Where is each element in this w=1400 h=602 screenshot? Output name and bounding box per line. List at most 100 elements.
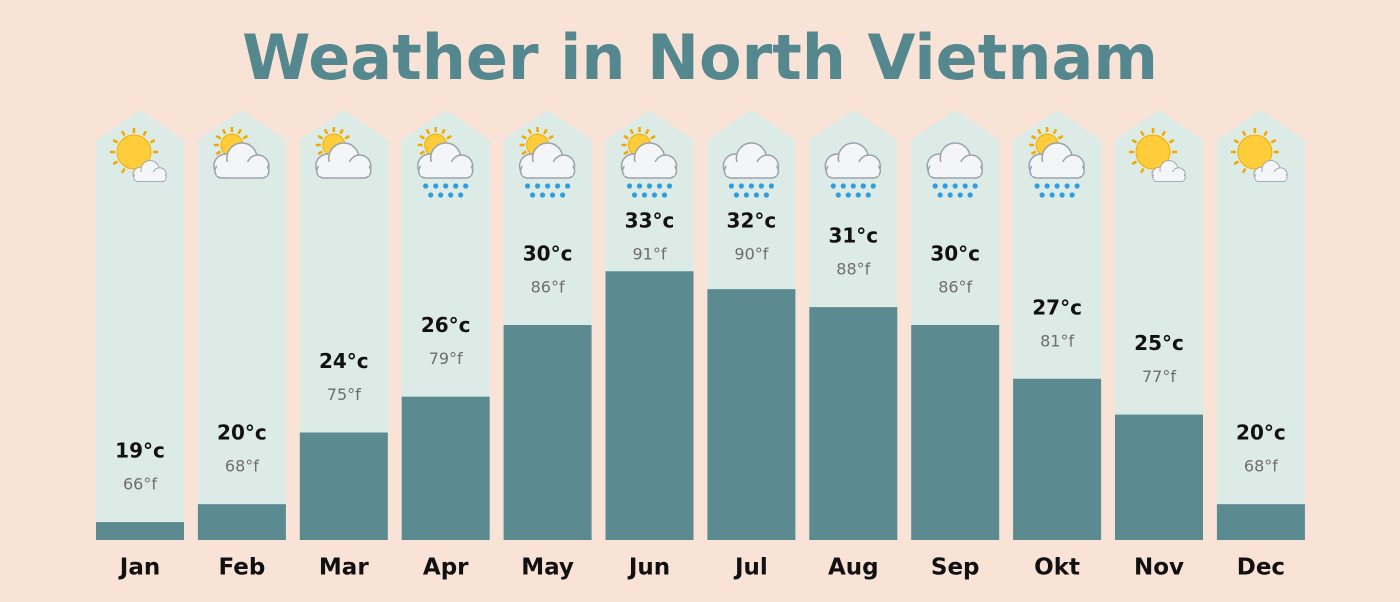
rain-drop [738, 183, 745, 189]
weather-icon [722, 142, 780, 198]
sun-ray [543, 128, 548, 135]
rain-drop [565, 183, 571, 189]
rain-drop [830, 183, 836, 189]
rain-drop [967, 192, 973, 198]
x-tick-label: Okt [1034, 555, 1080, 581]
rain-drop [1034, 183, 1040, 189]
rain-drop [947, 192, 953, 198]
sun-ray [221, 128, 227, 135]
x-tick-label: Jan [118, 555, 160, 581]
x-tick-label: Feb [218, 555, 265, 581]
rain-drop [957, 192, 963, 198]
rain-drop [550, 192, 556, 198]
sun-ray [548, 134, 554, 140]
x-tick-label: Sep [931, 555, 980, 581]
sun-ray [317, 150, 324, 156]
cloud [416, 142, 474, 179]
rain-drop [1059, 192, 1065, 198]
sun-ray [215, 134, 222, 140]
rain-drop [626, 183, 633, 189]
rain-drop [733, 192, 740, 198]
bar [299, 432, 388, 540]
rain-drop [860, 183, 866, 189]
rain-drop [428, 192, 434, 198]
cloud-cover [522, 162, 573, 176]
sun-ray [1139, 130, 1145, 137]
rain-drop [932, 183, 938, 189]
value-label: 27°c [1032, 295, 1082, 319]
fahrenheit-label: 68°f [1244, 457, 1278, 476]
cloud-cover [216, 162, 267, 176]
cloud [722, 142, 780, 179]
sun-ray [1131, 138, 1138, 144]
fahrenheit-label: 91°f [633, 245, 667, 264]
rain-drop [631, 192, 638, 198]
rain-drop [423, 183, 429, 189]
sun [116, 134, 152, 170]
rain-drop [768, 183, 775, 189]
sun [1237, 134, 1273, 170]
rain-drop [463, 183, 469, 189]
cloud [315, 142, 372, 179]
rain-drop [952, 183, 958, 189]
rain-drop [743, 192, 750, 198]
sun-ray [120, 167, 126, 174]
bar [197, 504, 286, 540]
cloud-cover [726, 162, 777, 176]
fahrenheit-label: 77°f [1142, 367, 1176, 386]
bar [401, 396, 490, 540]
weather-icon [416, 127, 474, 198]
sun-ray [1161, 130, 1167, 137]
x-tick-label: Mar [319, 555, 369, 581]
rain-drop [555, 183, 561, 189]
cloud [1028, 142, 1085, 179]
cloud [1151, 160, 1186, 183]
value-label: 30°c [930, 242, 980, 266]
x-tick-label: Jul [733, 555, 768, 581]
value-label: 31°c [828, 224, 878, 248]
cloud-cover [930, 162, 981, 176]
value-label: 26°c [421, 313, 471, 337]
sun-ray [1241, 167, 1247, 174]
fahrenheit-label: 90°f [734, 245, 768, 264]
rain-drop [972, 183, 978, 189]
fahrenheit-label: 66°f [123, 475, 157, 494]
rain-drop [525, 183, 531, 189]
rain-drop [438, 192, 444, 198]
cloud-cover [1255, 172, 1286, 181]
x-tick-label: Apr [423, 555, 469, 581]
rain-drop [433, 183, 439, 189]
sun-ray [623, 150, 629, 156]
sun-ray [1241, 130, 1247, 137]
weather-icon [518, 127, 576, 198]
rain-drop [651, 192, 658, 198]
rain-drop [560, 192, 566, 198]
rain-drop [1049, 192, 1055, 198]
sun-ray [441, 128, 446, 135]
rain-drop [865, 192, 871, 198]
value-label: 20°c [217, 421, 267, 445]
sun-ray [317, 134, 324, 140]
sun-ray [521, 150, 527, 156]
rain-drop [636, 183, 643, 189]
rain-drop [850, 183, 856, 189]
weather-icon [1028, 127, 1085, 198]
cloud-cover [624, 162, 675, 176]
cloud-cover [1154, 172, 1184, 181]
fahrenheit-label: 75°f [327, 385, 361, 404]
x-tick-label: May [521, 555, 574, 581]
rain-drop [1039, 192, 1045, 198]
fahrenheit-label: 88°f [836, 260, 870, 279]
weather-icon [620, 127, 678, 198]
rain-drop [641, 192, 648, 198]
rain-drop [530, 192, 536, 198]
x-tick-label: Dec [1237, 555, 1285, 581]
cloud-cover [1032, 162, 1083, 176]
column-panel [1216, 110, 1305, 540]
rain-drop [942, 183, 948, 189]
sun-ray [650, 134, 656, 140]
cloud [132, 160, 167, 183]
fahrenheit-label: 79°f [429, 349, 463, 368]
sun-ray [446, 134, 452, 140]
